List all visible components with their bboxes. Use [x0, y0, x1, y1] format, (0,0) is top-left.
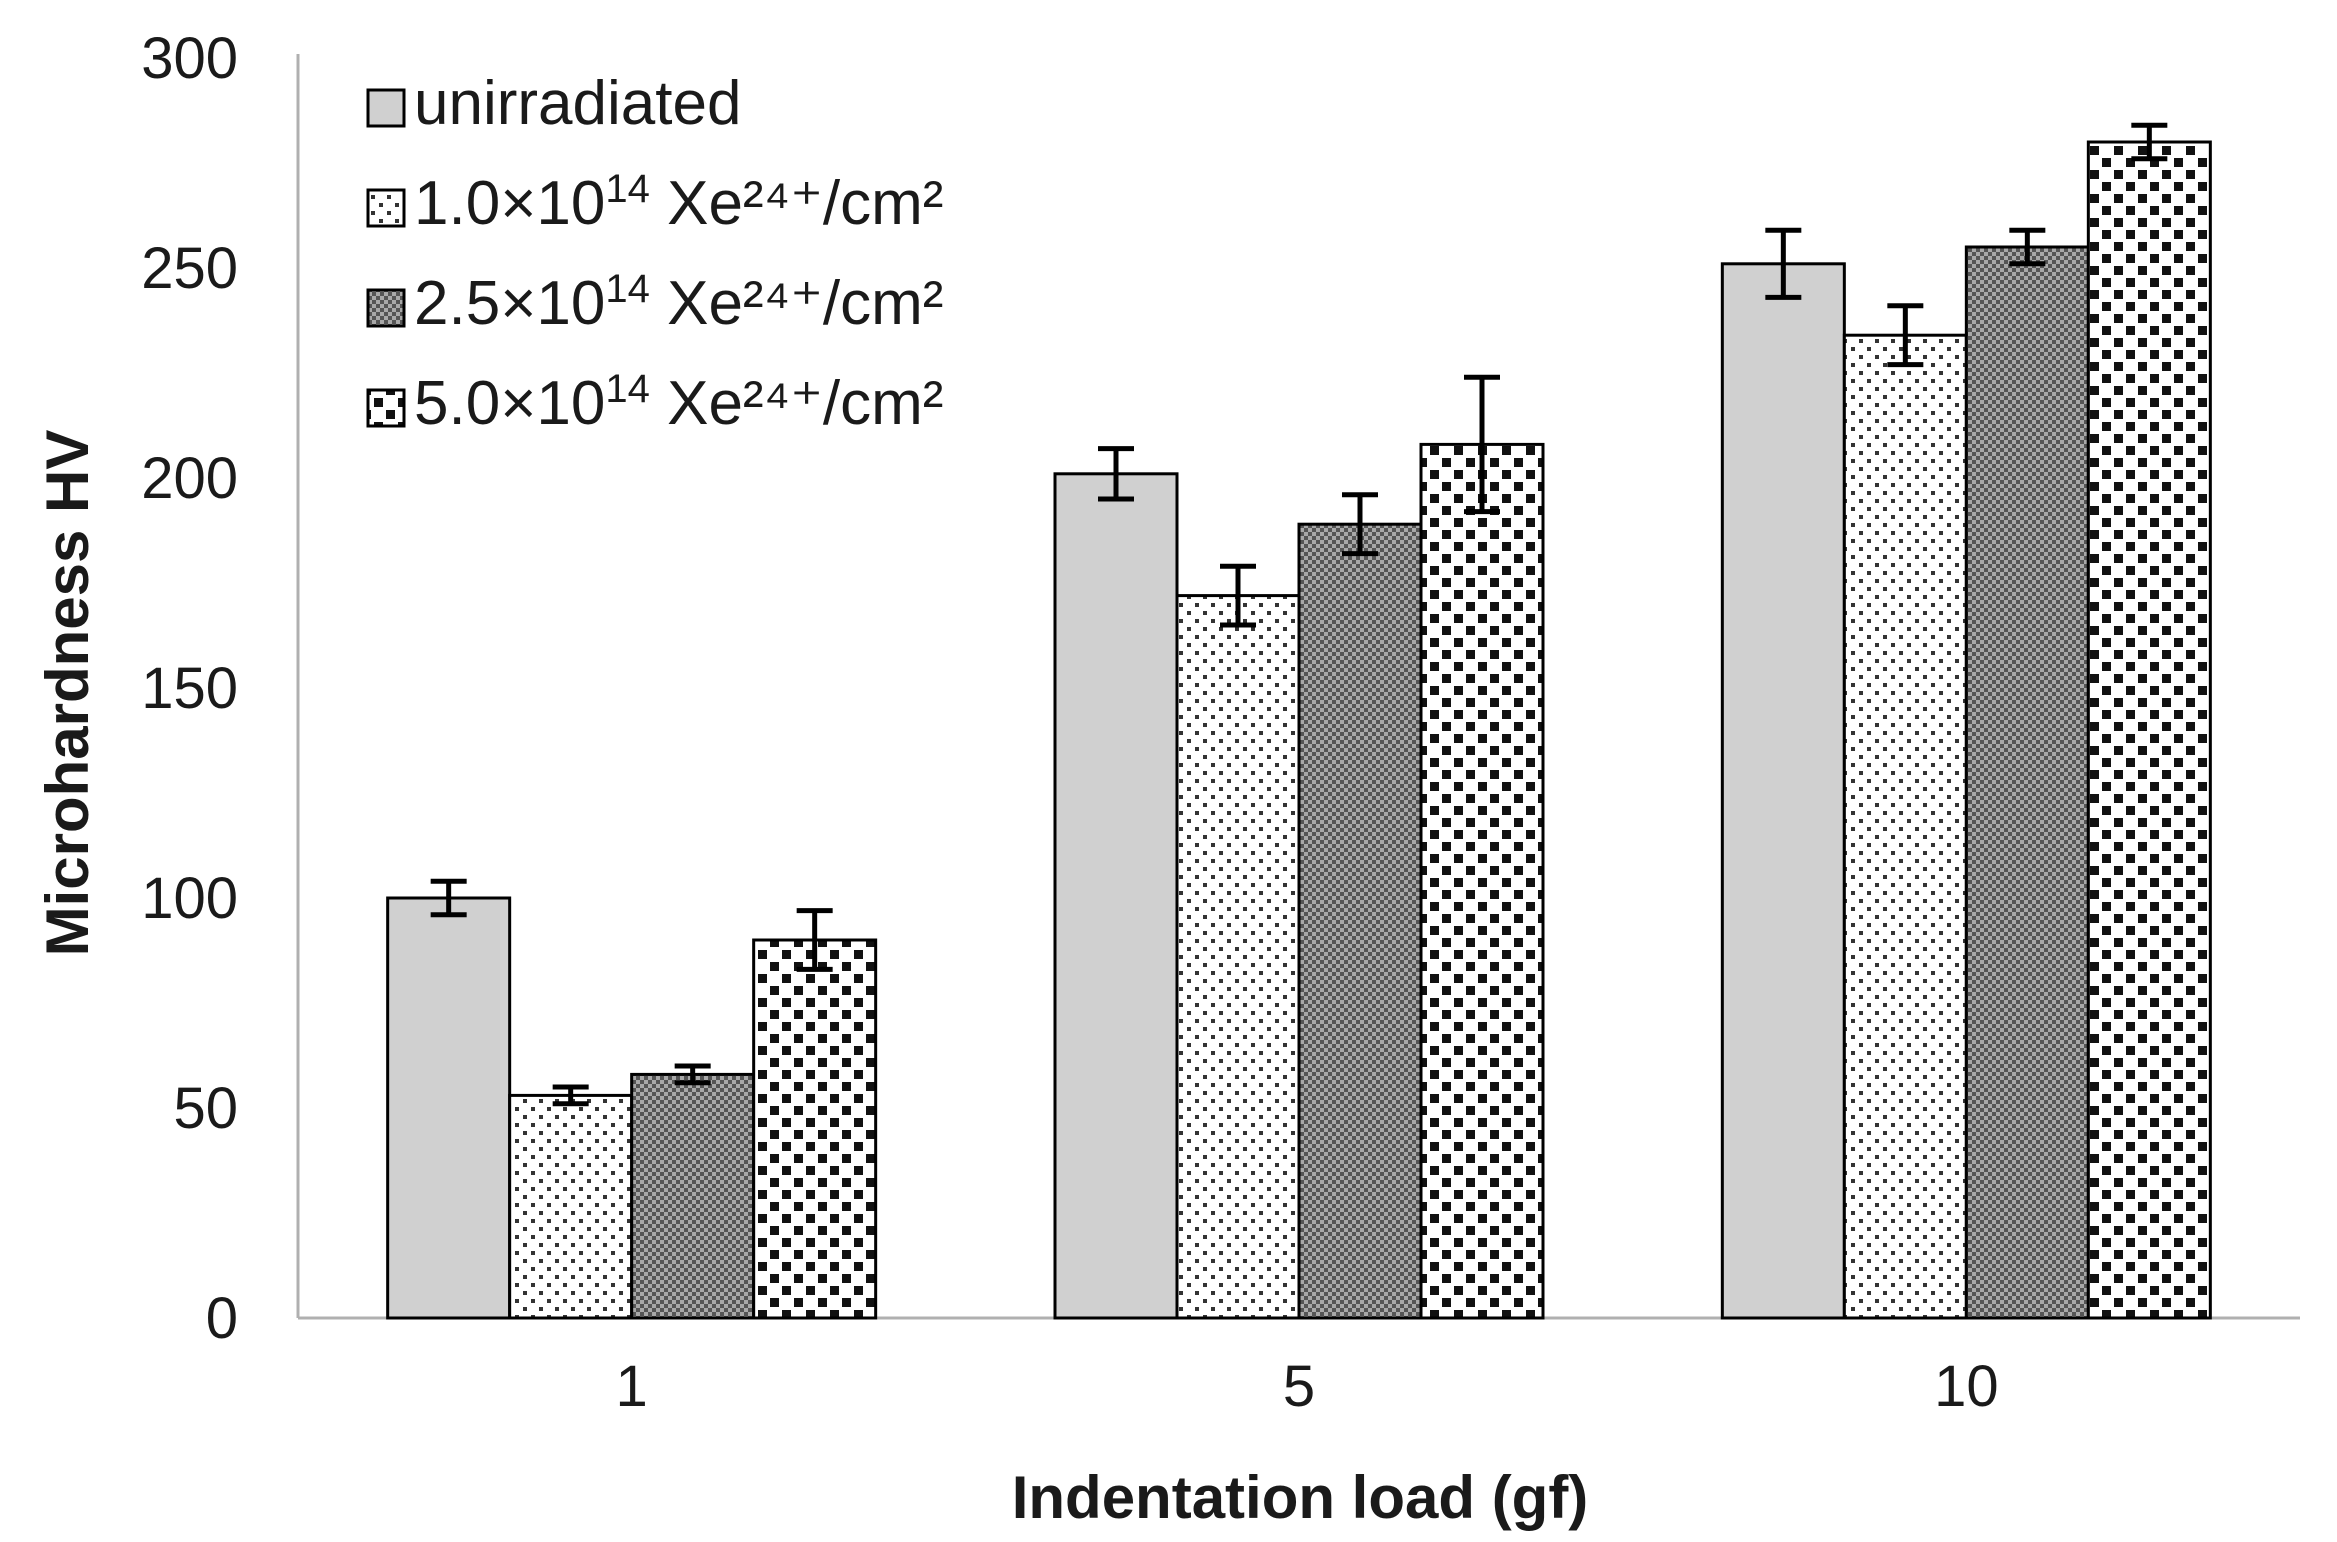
bar	[2086, 140, 2212, 1320]
y-tick-label: 200	[141, 446, 238, 511]
legend-label: 1.0×1014 Xe²⁴⁺/cm²	[414, 167, 943, 238]
bar	[1419, 442, 1545, 1320]
x-axis-title: Indentation load (gf)	[1012, 1464, 1589, 1531]
bar	[1964, 245, 2090, 1320]
legend-swatch	[366, 388, 406, 428]
bar	[1297, 522, 1423, 1320]
y-tick-label: 100	[141, 866, 238, 931]
y-tick-label: 150	[141, 656, 238, 721]
bar	[1720, 262, 1846, 1320]
bar	[752, 938, 878, 1320]
y-tick-label: 0	[206, 1286, 238, 1351]
legend-swatch	[366, 88, 406, 128]
legend: unirradiated 1.0×1014 Xe²⁴⁺/cm² 2.5×1014 X…	[366, 69, 943, 438]
bar	[386, 896, 512, 1320]
bar	[630, 1072, 756, 1320]
y-axis-title: Microhardness HV	[34, 430, 101, 957]
x-tick-label: 1	[616, 1354, 648, 1419]
legend-label: unirradiated	[414, 69, 741, 138]
tick-labels: 0 50 100 150 200 250 300 1 5 10	[141, 26, 1998, 1419]
x-tick-label: 5	[1283, 1354, 1315, 1419]
x-tick-label: 10	[1934, 1354, 1999, 1419]
bar	[1175, 594, 1301, 1320]
legend-label: 5.0×1014 Xe²⁴⁺/cm²	[414, 367, 943, 438]
legend-swatch	[366, 188, 406, 228]
y-tick-label: 300	[141, 26, 238, 91]
bar	[508, 1093, 634, 1320]
error-bars	[430, 122, 2168, 1107]
bar	[1053, 472, 1179, 1320]
y-tick-label: 250	[141, 236, 238, 301]
y-tick-label: 50	[173, 1076, 238, 1141]
legend-swatch	[366, 288, 406, 328]
bar	[1842, 333, 1968, 1320]
legend-label: 2.5×1014 Xe²⁴⁺/cm²	[414, 267, 943, 338]
bars	[386, 140, 2212, 1320]
